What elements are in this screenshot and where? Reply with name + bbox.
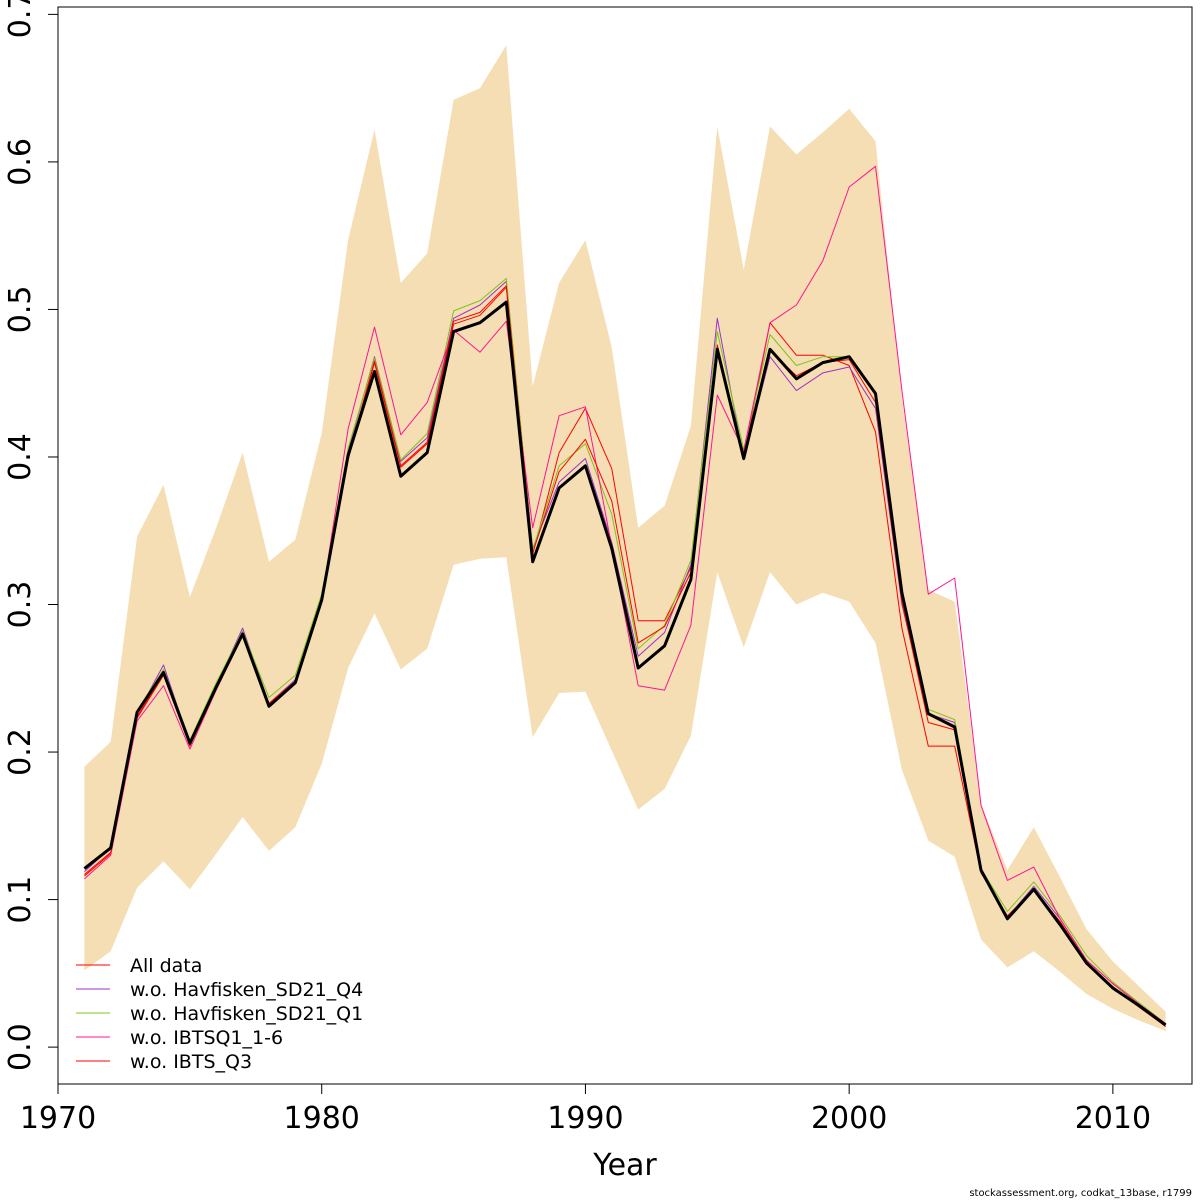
legend-label: w.o. Havfisken_SD21_Q1 xyxy=(130,1003,363,1025)
legend-label: All data xyxy=(130,955,202,977)
x-tick-label: 2010 xyxy=(1075,1101,1151,1136)
legend-label: w.o. IBTSQ1_1-6 xyxy=(130,1027,283,1049)
y-tick-label: 0.5 xyxy=(3,286,38,334)
y-axis: 0.0 0.1 0.2 0.3 0.4 0.5 0.6 0.7 xyxy=(3,0,59,1071)
legend-label: w.o. IBTS_Q3 xyxy=(130,1051,252,1073)
x-tick-label: 1980 xyxy=(284,1101,360,1136)
credit-text: stockassessment.org, codkat_13base, r179… xyxy=(969,1188,1192,1199)
y-tick-label: 0.7 xyxy=(3,0,38,38)
confidence-band xyxy=(84,45,1166,1031)
y-tick-label: 0.3 xyxy=(3,581,38,629)
y-tick-label: 0.2 xyxy=(3,728,38,776)
x-tick-label: 1990 xyxy=(547,1101,623,1136)
series-layer xyxy=(83,165,1167,1027)
confidence-band-layer xyxy=(84,45,1166,1031)
legend-label: w.o. Havfisken_SD21_Q4 xyxy=(130,979,363,1001)
x-axis-title: Year xyxy=(592,1148,657,1183)
x-tick-label: 2000 xyxy=(811,1101,887,1136)
y-tick-label: 0.4 xyxy=(3,433,38,481)
x-tick-label: 1970 xyxy=(20,1101,96,1136)
y-tick-label: 0.0 xyxy=(3,1023,38,1071)
y-tick-label: 0.6 xyxy=(3,138,38,186)
x-axis: 1970 1980 1990 2000 2010 xyxy=(20,1083,1151,1136)
y-tick-label: 0.1 xyxy=(3,876,38,924)
estimate-line xyxy=(83,300,1167,1027)
